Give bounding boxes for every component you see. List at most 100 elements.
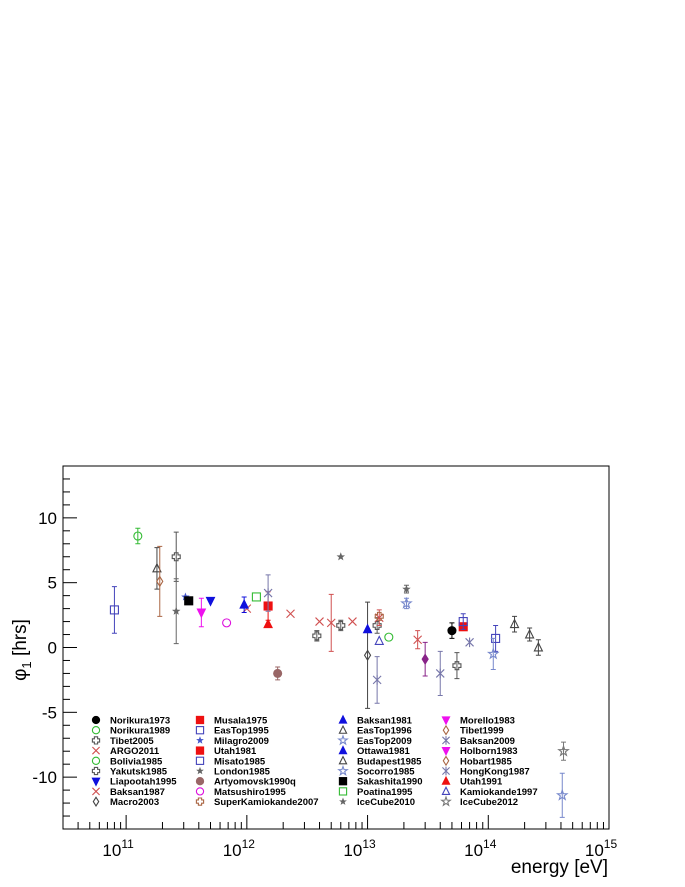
error-bar: [173, 531, 179, 582]
data-point: [156, 575, 164, 588]
legend-entry-label: Sakashita1990: [357, 777, 423, 788]
legend-entry-label: Utah1981: [214, 746, 257, 757]
legend-entry-label: Morello1983: [460, 716, 515, 727]
data-point: [239, 598, 250, 609]
legend-marker: [441, 746, 451, 756]
error-bar: [365, 601, 371, 709]
legend-marker: [195, 726, 205, 735]
data-point: [336, 620, 346, 631]
data-point: [222, 618, 232, 628]
legend-entry-label: EasTop1995: [214, 726, 269, 737]
legend-entry-label: Utah1991: [460, 777, 503, 788]
legend-entry-label: Tibet1999: [460, 726, 504, 737]
legend-entry-label: Holborn1983: [460, 746, 518, 757]
legend-entry-label: Kamiokande1997: [460, 787, 538, 798]
data-point: [374, 611, 384, 621]
data-point: [509, 618, 520, 629]
data-point: [109, 605, 119, 615]
y-tick-label: 0: [48, 639, 57, 658]
svg-text:φ1 [hrs]: φ1 [hrs]: [10, 619, 34, 681]
data-point: [402, 584, 411, 593]
y-axis: 10 5 0 -5 -10: [32, 465, 77, 830]
data-points: [109, 527, 570, 818]
legend-entry-label: ARGO2011: [110, 746, 160, 757]
legend-entry-label: Baksan2009: [460, 736, 515, 747]
data-point: [196, 608, 207, 619]
legend-marker: [91, 726, 101, 735]
legend-entry-label: Matsushiro1995: [214, 787, 287, 798]
error-bar: [157, 545, 163, 617]
legend-marker: [339, 797, 347, 805]
legend-marker: [91, 766, 101, 776]
data-point: [465, 637, 474, 648]
data-point: [152, 562, 162, 573]
data-point: [363, 649, 372, 662]
data-point: [184, 596, 194, 606]
legend-marker: [441, 786, 451, 796]
legend: Norikura1973Norikura1989Tibet2005ARGO201…: [91, 714, 538, 808]
legend-entry-label: EasTop2009: [357, 736, 412, 747]
legend-entry-label: Milagro2009: [214, 736, 269, 747]
legend-marker: [338, 714, 348, 724]
error-bar: [135, 527, 141, 545]
x-tick-label: 1011: [102, 837, 134, 860]
y-axis-unit: [hrs]: [10, 619, 31, 661]
y-axis-title: φ1 [hrs]: [10, 619, 34, 681]
legend-entry-label: Norikura1973: [110, 716, 170, 727]
legend-marker: [92, 787, 100, 796]
error-bar: [559, 772, 565, 818]
data-point: [524, 628, 535, 639]
data-point: [384, 632, 394, 642]
legend-entry-label: Hobart1985: [460, 756, 512, 767]
data-point: [400, 596, 413, 609]
data-point: [326, 618, 336, 628]
legend-entry-label: Norikura1989: [110, 726, 170, 737]
legend-entry-label: Liapootah1995: [110, 777, 177, 788]
x-axis-title: energy [eV]: [511, 857, 608, 878]
legend-marker: [338, 755, 348, 765]
error-bar: [111, 586, 117, 634]
data-point: [435, 668, 445, 679]
data-point: [372, 675, 382, 685]
legend-marker: [441, 716, 451, 726]
x-tick-label: 1015: [585, 837, 618, 860]
legend-entry-label: IceCube2010: [357, 797, 415, 808]
y-axis-symbol: φ: [10, 669, 31, 681]
legend-marker: [91, 715, 101, 725]
data-point: [362, 623, 373, 634]
legend-marker: [441, 775, 451, 785]
legend-entry-label: HongKong1987: [460, 767, 530, 778]
legend-marker: [195, 746, 205, 755]
legend-marker: [442, 766, 450, 776]
data-point: [286, 609, 295, 619]
data-point: [205, 596, 216, 607]
legend-entry-label: Yakutsk1985: [110, 767, 168, 778]
data-point: [336, 552, 346, 561]
x-tick-label: 1012: [223, 837, 256, 860]
legend-marker: [338, 787, 348, 796]
data-point: [458, 617, 468, 627]
legend-entry-label: Tibet2005: [110, 736, 154, 747]
data-point: [312, 631, 322, 641]
data-point: [557, 744, 570, 757]
legend-entry-label: IceCube2012: [460, 797, 518, 808]
legend-marker: [195, 756, 205, 765]
legend-entry-label: Baksan1987: [110, 787, 165, 798]
data-point: [251, 592, 261, 602]
data-point: [374, 635, 385, 645]
data-point: [263, 618, 273, 629]
legend-entry-label: Misato1985: [214, 756, 266, 767]
legend-entry-label: Budapest1985: [357, 756, 422, 767]
data-point: [486, 647, 500, 660]
legend-entry-label: Musala1975: [214, 716, 268, 727]
legend-marker: [337, 764, 349, 776]
legend-marker: [195, 787, 205, 796]
data-point: [421, 653, 429, 666]
legend-entry-label: Artyomovsk1990q: [214, 777, 296, 788]
data-point: [447, 626, 457, 636]
legend-entry-label: SuperKamiokande2007: [214, 797, 319, 808]
legend-marker: [442, 724, 450, 736]
legend-entry-label: Macro2003: [110, 797, 159, 808]
data-point: [533, 641, 544, 652]
